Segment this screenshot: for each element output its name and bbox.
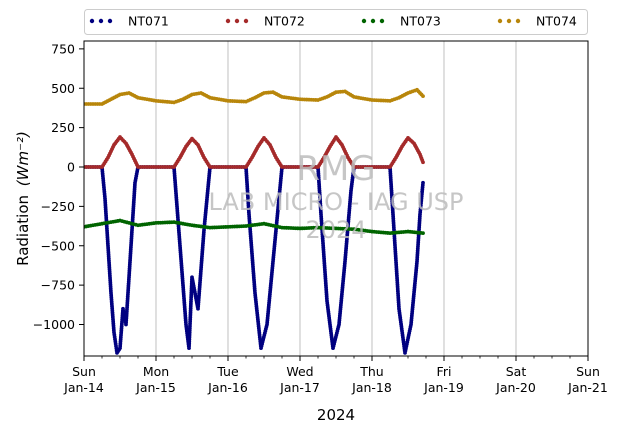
legend-marker [506,18,512,24]
y-axis-title-unit: (Wm⁻²) [14,131,32,186]
series-nt073 [84,218,425,236]
x-tick-label: Thu Jan-18 [351,364,392,395]
x-tick-date: Jan-18 [351,380,392,395]
x-axis-title: 2024 [317,406,355,424]
data-point [421,180,425,185]
x-tick-label: Sun Jan-14 [63,364,104,395]
legend-box [84,9,588,35]
y-tick-label: 500 [51,81,75,96]
x-tick-date: Jan-14 [63,380,104,395]
x-tick-label: Tue Jan-16 [207,364,248,395]
y-tick-label: 250 [51,120,75,135]
legend-item-nt071: NT071 [89,14,169,29]
legend: NT071 NT072 NT073 NT074 [84,9,588,35]
grid-lines [155,41,517,356]
y-tick-label: 0 [67,160,75,175]
x-tick-date: Jan-17 [279,380,320,395]
watermark-title: RMG [296,149,375,189]
legend-marker [361,18,367,24]
x-tick-day: Sun [576,364,600,379]
x-tick-day: Sun [72,364,96,379]
y-tick-label: −250 [41,199,75,214]
y-tick-label: −500 [41,238,75,253]
x-tick-label: Wed Jan-17 [279,364,320,395]
x-tick-day: Tue [216,364,239,379]
x-tick-label: Mon Jan-15 [135,364,176,395]
legend-marker [107,18,113,24]
series-nt072 [84,135,425,169]
x-tick-day: Wed [286,364,313,379]
legend-label: NT071 [128,14,169,29]
x-tick-day: Mon [143,364,169,379]
x-tick-date: Jan-20 [495,380,536,395]
watermark-year: 2024 [305,216,366,244]
legend-marker [497,18,503,24]
legend-marker [243,18,249,24]
y-axis-title: Radiation (Wm⁻²) [14,131,32,266]
legend-marker [379,18,385,24]
x-tick-day: Sat [506,364,527,379]
legend-marker [515,18,521,24]
legend-label: NT072 [264,14,305,29]
x-tick-day: Fri [437,364,452,379]
x-tick-date: Jan-16 [207,380,248,395]
data-point [421,94,425,99]
legend-label: NT073 [400,14,441,29]
series-nt071 [84,165,425,355]
legend-marker [234,18,240,24]
x-tick-date: Jan-15 [135,380,176,395]
legend-marker [370,18,376,24]
watermark-subtitle: LAB MICRO - IAG USP [208,188,463,216]
legend-item-nt073: NT073 [361,14,441,29]
y-tick-label: −750 [41,278,75,293]
x-tick-label: Fri Jan-19 [423,364,464,395]
data-point [421,231,425,236]
x-tick-day: Thu [359,364,383,379]
y-tick-label: 750 [51,41,75,56]
x-tick-label: Sat Jan-20 [495,364,536,395]
y-axis: 750 500 250 0 −250 −500 −750 −1000 [33,41,84,332]
legend-marker [225,18,231,24]
data-point [421,160,425,165]
legend-marker [98,18,104,24]
legend-item-nt072: NT072 [225,14,305,29]
legend-item-nt074: NT074 [497,14,577,29]
y-axis-title-text: Radiation [14,195,32,266]
y-tick-label: −1000 [33,317,75,332]
x-tick-date: Jan-21 [567,380,608,395]
legend-label: NT074 [536,14,577,29]
series-nt074 [84,87,425,106]
legend-marker [89,18,95,24]
data-series [84,87,425,355]
x-tick-label: Sun Jan-21 [567,364,608,395]
x-tick-date: Jan-19 [423,380,464,395]
